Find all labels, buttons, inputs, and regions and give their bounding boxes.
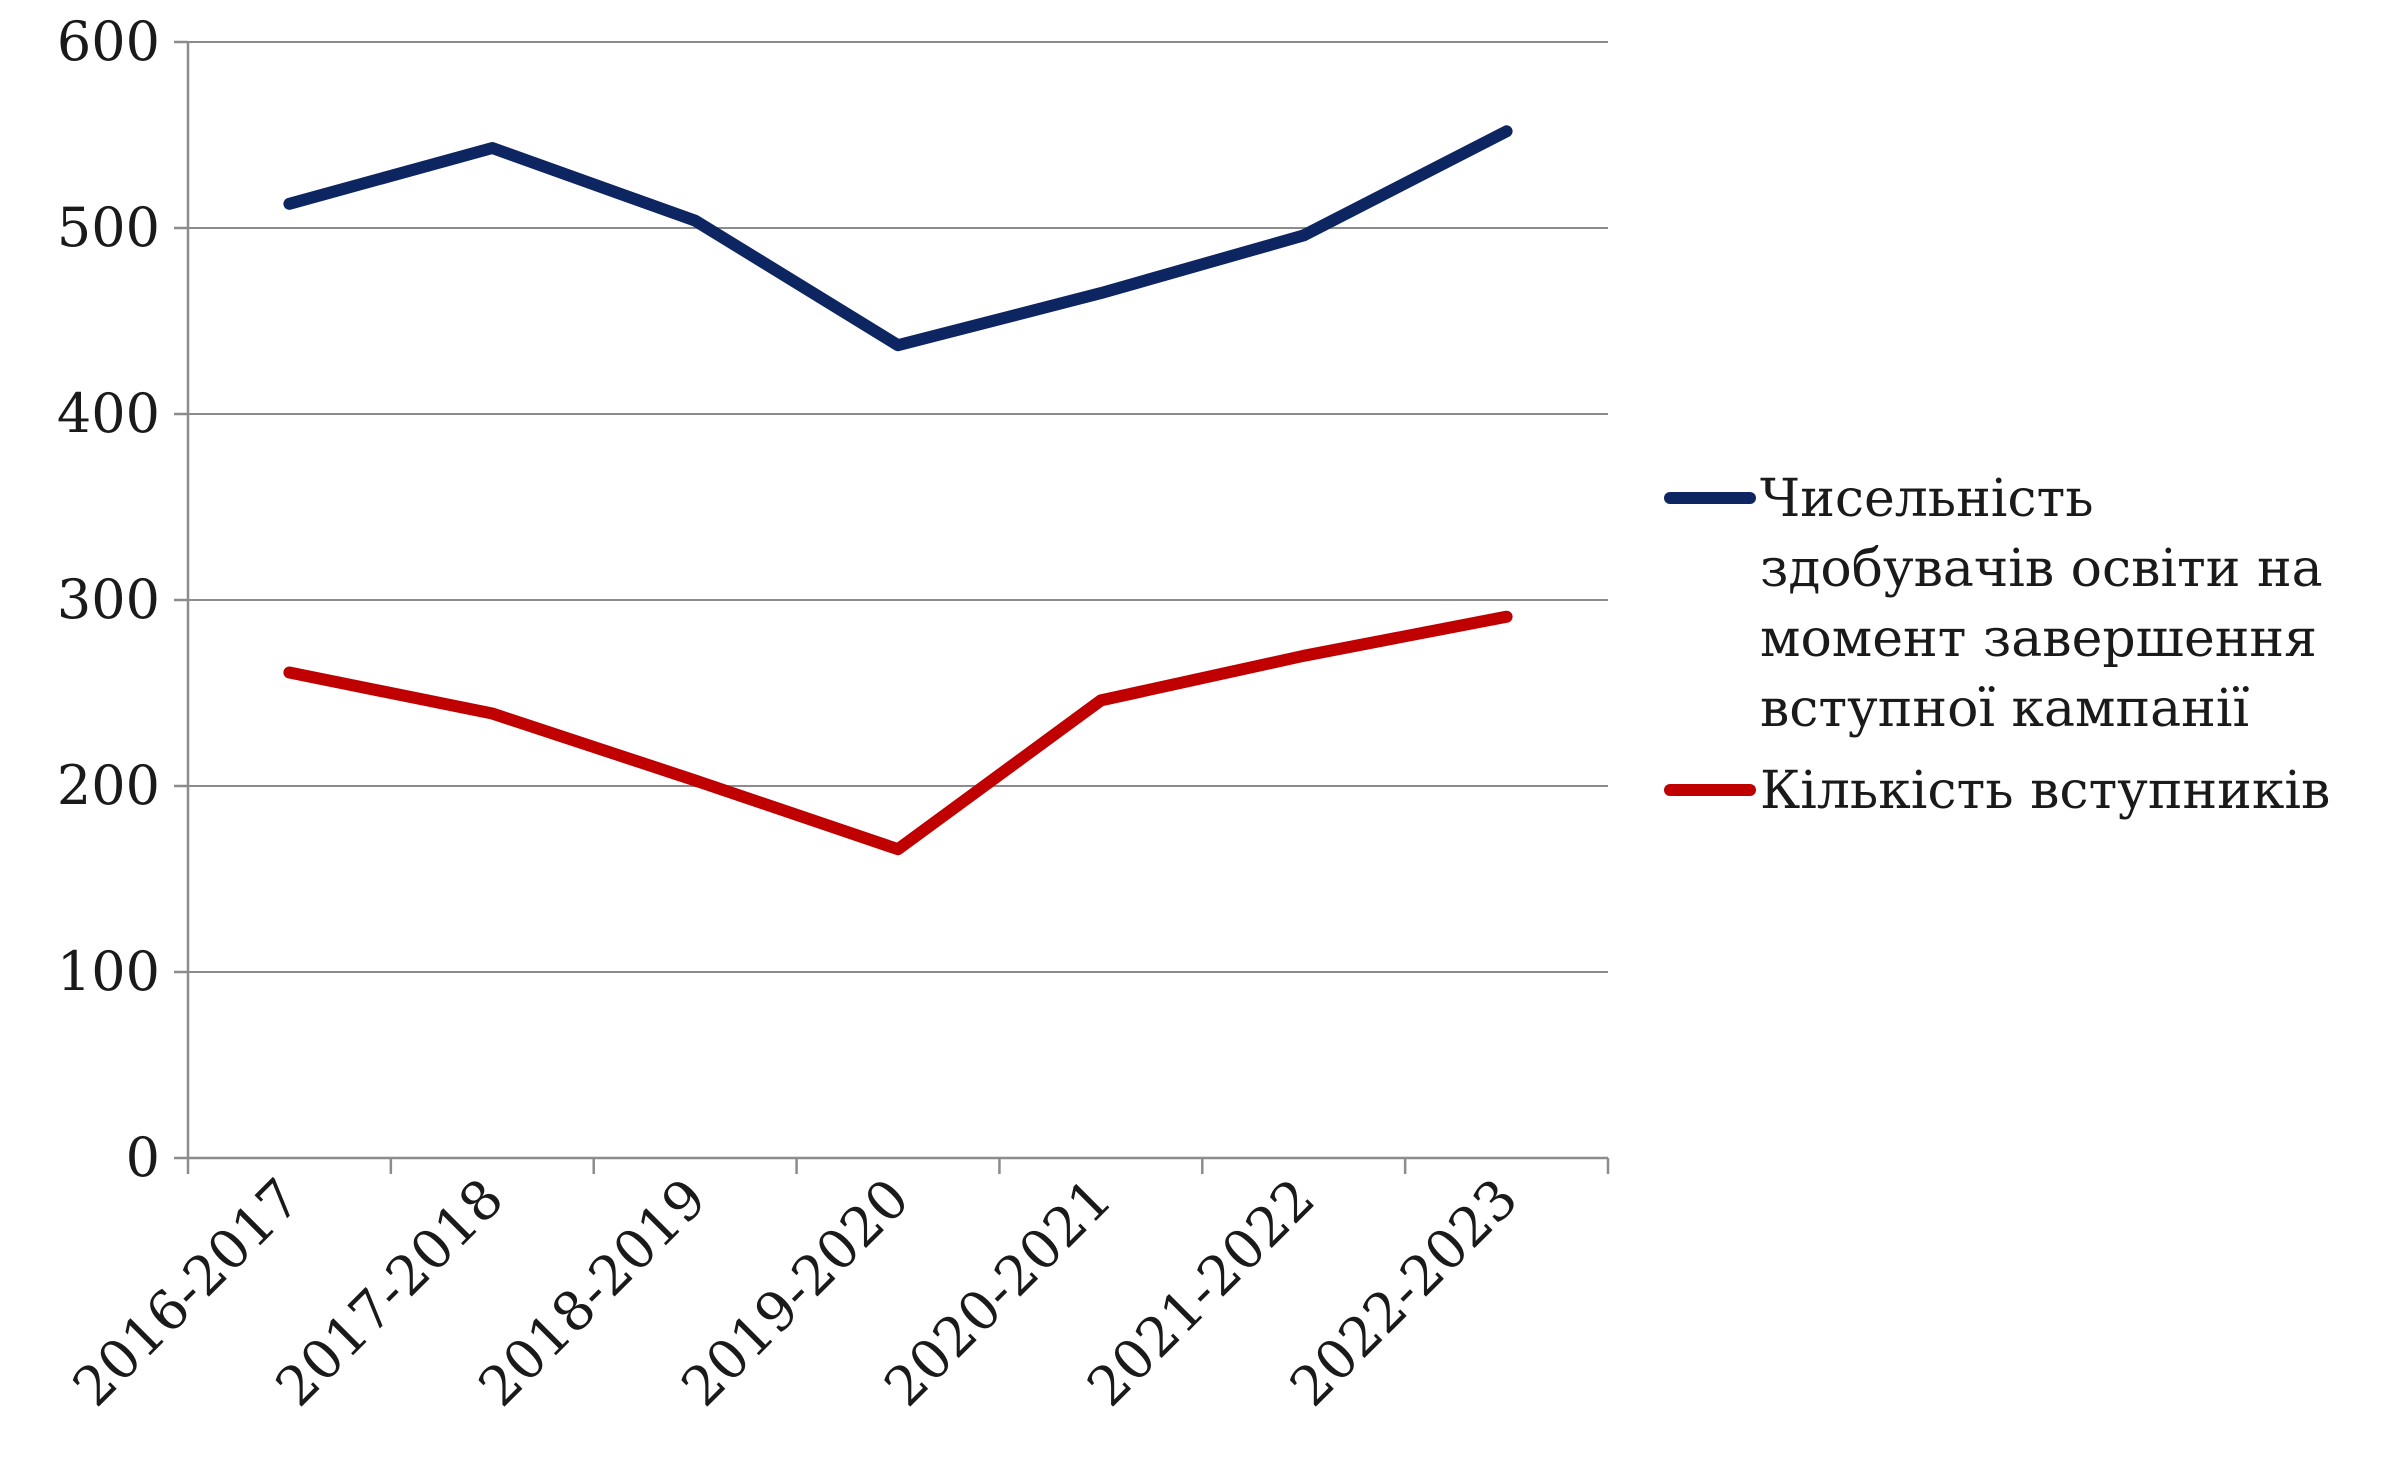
y-tick-label: 400 <box>57 382 160 445</box>
y-tick-labels: 0 100 200 300 400 500 600 <box>57 10 160 1189</box>
y-tick-label: 0 <box>126 1126 160 1189</box>
y-tick-label: 600 <box>57 10 160 73</box>
data-point <box>896 847 900 852</box>
data-point <box>1098 698 1103 703</box>
data-point <box>490 711 495 716</box>
data-point <box>1098 291 1103 296</box>
legend-label: вступної кампанії <box>1760 679 2249 739</box>
series-line-2 <box>283 610 1513 856</box>
data-point <box>287 670 292 675</box>
legend: Чисельність здобувачів освіти на момент за… <box>1664 469 2330 821</box>
y-tick-label: 100 <box>57 940 160 1003</box>
gridlines <box>188 41 1608 973</box>
y-tick-label: 200 <box>57 754 160 817</box>
data-point <box>1301 233 1306 238</box>
legend-label: Чисельність <box>1760 469 2094 529</box>
data-point <box>1504 129 1509 134</box>
series-line-1 <box>283 125 1513 352</box>
legend-label: Кількість вступників <box>1760 761 2330 821</box>
data-point <box>1504 614 1509 619</box>
legend-label: здобувачів освіти на <box>1760 539 2323 599</box>
x-tick-labels: 2016-20172017-20182018-20192019-20202020… <box>61 1167 1530 1419</box>
data-point <box>287 201 292 206</box>
axes <box>174 40 1610 1174</box>
data-point <box>896 343 900 348</box>
data-point <box>693 218 698 223</box>
legend-label: момент завершення <box>1760 609 2317 669</box>
y-tick-label: 500 <box>57 196 160 259</box>
data-point <box>693 778 698 783</box>
data-point <box>1301 653 1306 658</box>
y-tick-label: 300 <box>57 568 160 631</box>
data-point <box>490 146 495 151</box>
series-lines <box>283 125 1513 856</box>
